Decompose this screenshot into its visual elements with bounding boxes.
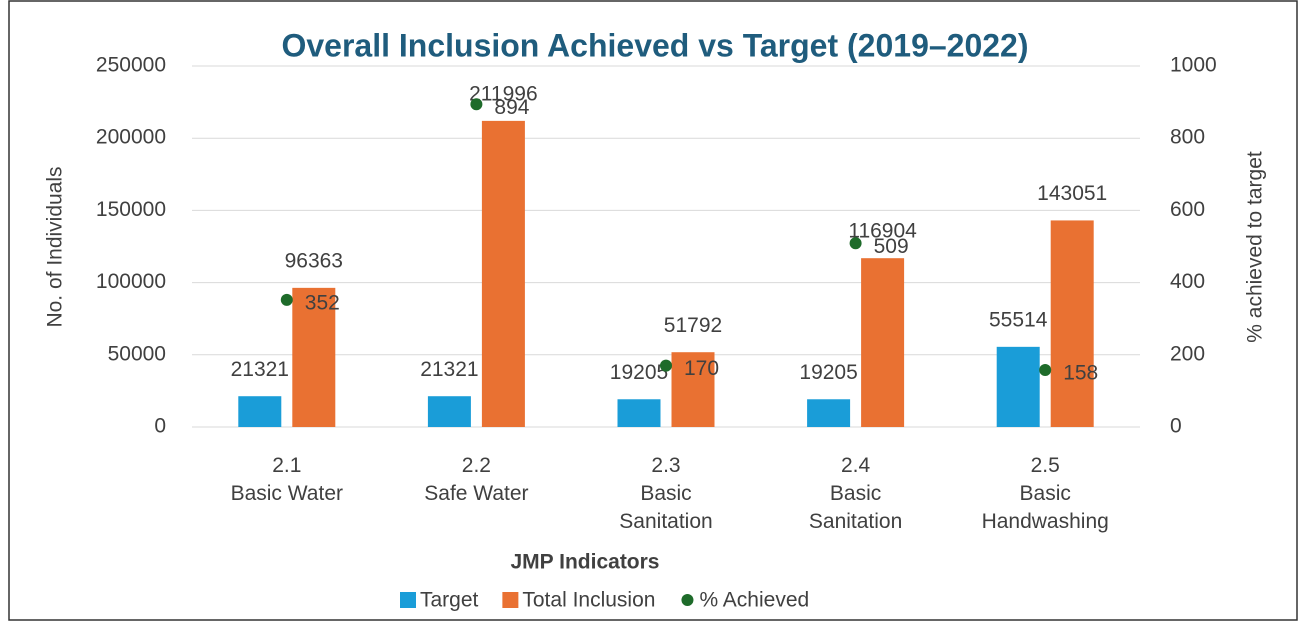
x-tick-label: 2.3 Basic Sanitation <box>619 454 712 533</box>
x-tick-line: Basic <box>640 482 691 505</box>
legend-label: Total Inclusion <box>522 589 655 612</box>
y2-axis-title: % achieved to target <box>1244 151 1267 343</box>
y-tick-label: 150000 <box>96 198 166 221</box>
data-label: 19205 <box>799 361 857 384</box>
chart-title: Overall Inclusion Achieved vs Target (20… <box>281 27 1028 63</box>
x-tick-label: 2.4 Basic Sanitation <box>809 454 902 533</box>
y-tick-label: 0 <box>154 415 166 438</box>
y2-tick-label: 200 <box>1170 342 1205 365</box>
bar <box>1050 220 1094 427</box>
data-label: 509 <box>874 235 909 258</box>
data-label: 170 <box>684 357 719 380</box>
bar <box>617 399 661 427</box>
x-tick-line: 2.5 <box>1031 454 1060 477</box>
y2-tick-label: 600 <box>1170 198 1205 221</box>
y2-tick-label: 400 <box>1170 270 1205 293</box>
bar <box>427 396 471 427</box>
x-tick-line: 2.4 <box>841 454 871 477</box>
bar <box>671 352 715 427</box>
point <box>660 359 672 372</box>
x-tick-line: Handwashing <box>982 510 1109 533</box>
data-label: 51792 <box>664 314 722 337</box>
bar <box>238 396 282 427</box>
x-tick-line: Basic <box>1020 482 1071 505</box>
legend-swatch <box>681 594 694 606</box>
y2-tick-label: 800 <box>1170 126 1205 149</box>
x-tick-line: Basic Water <box>231 482 343 505</box>
data-label: 21321 <box>420 358 478 381</box>
y-tick-label: 200000 <box>96 126 166 149</box>
x-tick-label: 2.5 Basic Handwashing <box>982 454 1109 533</box>
point <box>470 98 483 111</box>
x-axis-title: JMP Indicators <box>511 551 660 574</box>
point <box>849 237 862 250</box>
data-label: 894 <box>494 96 529 119</box>
bar <box>996 346 1040 427</box>
y-tick-label: 250000 <box>96 54 166 77</box>
y-tick-label: 100000 <box>96 270 166 293</box>
x-tick-line: 2.2 <box>462 454 491 477</box>
bar <box>292 287 336 427</box>
x-tick-line: Safe Water <box>424 482 528 505</box>
bar <box>481 120 525 427</box>
y-axis-title: No. of Individuals <box>44 166 67 327</box>
data-label: 55514 <box>989 308 1048 331</box>
x-tick-line: 2.1 <box>272 454 301 477</box>
x-tick-line: Basic <box>830 482 881 505</box>
data-label: 19205 <box>610 361 668 384</box>
y-tick-label: 50000 <box>108 342 166 365</box>
y2-tick-label: 0 <box>1170 415 1182 438</box>
legend-label: Target <box>420 589 479 612</box>
x-tick-line: Sanitation <box>809 510 902 533</box>
legend-label: % Achieved <box>699 589 809 612</box>
bar <box>807 399 851 427</box>
legend-swatch <box>502 592 519 608</box>
point <box>1039 363 1052 376</box>
x-tick-label: 2.2 Safe Water <box>424 454 528 505</box>
data-label: 143051 <box>1037 182 1107 205</box>
bar <box>861 258 905 427</box>
x-tick-line: Sanitation <box>619 510 712 533</box>
data-label: 116904 <box>848 220 917 243</box>
data-label: 352 <box>305 291 340 314</box>
data-label: 96363 <box>285 249 343 272</box>
data-label: 211996 <box>469 82 538 105</box>
legend-swatch <box>400 592 416 608</box>
y2-tick-label: 1000 <box>1170 54 1217 77</box>
x-tick-line: 2.3 <box>651 454 680 477</box>
x-tick-label: 2.1 Basic Water <box>231 454 343 505</box>
data-label: 158 <box>1063 362 1098 385</box>
data-label: 21321 <box>231 358 289 381</box>
point <box>280 293 293 306</box>
